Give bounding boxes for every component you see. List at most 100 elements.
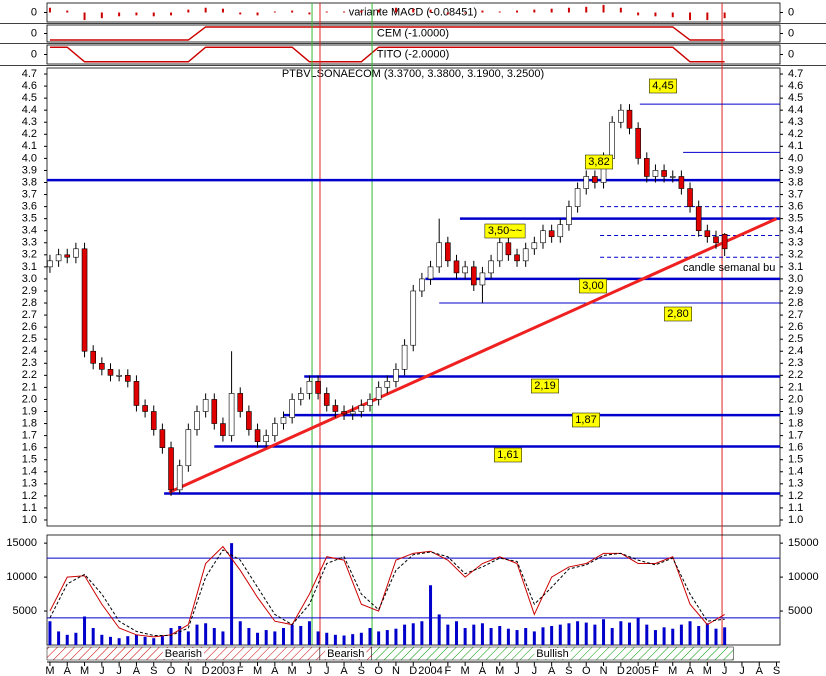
volume-bar: [256, 632, 260, 645]
volume-bar: [420, 621, 424, 645]
macd-bar: [550, 8, 553, 13]
candle-body: [367, 399, 373, 406]
x-tick-label: O: [582, 665, 591, 676]
candle-body: [358, 405, 365, 412]
candle-body: [99, 362, 105, 370]
level-label: 3,00: [582, 280, 603, 292]
indicator-label: CEM (-1.0000): [377, 27, 449, 39]
x-tick-label: F: [237, 665, 244, 676]
x-tick-label: M: [253, 665, 262, 676]
candle-body: [47, 260, 53, 268]
volume-bar: [489, 628, 493, 645]
macd-bar: [516, 10, 519, 13]
candle-body: [211, 399, 218, 424]
level-label: 1,87: [575, 414, 596, 426]
x-tick-label: J: [514, 665, 520, 676]
volume-bar: [567, 623, 571, 645]
y-tick-label-right: 0: [788, 27, 794, 39]
volume-bar: [584, 622, 588, 645]
macd-bar: [135, 12, 138, 16]
y-tick-label: 4.6: [22, 80, 37, 92]
candle-body: [522, 248, 529, 262]
macd-bar: [498, 11, 501, 13]
candle-body: [488, 260, 494, 274]
macd-bar: [83, 12, 86, 21]
x-tick-label: A: [756, 665, 764, 676]
candle-body: [427, 266, 434, 280]
volume-bar: [558, 624, 562, 645]
y-tick-label: 3.9: [22, 164, 37, 176]
x-tick-label: A: [479, 665, 487, 676]
candle-body: [678, 176, 685, 189]
y-tick-label-right: 2.7: [788, 309, 803, 321]
y-tick-label-right: 2.3: [788, 357, 803, 369]
y-tick-label: 3.7: [22, 188, 37, 200]
volume-bar: [506, 628, 510, 645]
macd-bar: [446, 12, 449, 15]
level-label-box: [572, 412, 600, 428]
candle-body: [618, 109, 624, 123]
y-tick-label-right: 3.3: [788, 237, 803, 249]
y-tick-label-right: 1.3: [788, 478, 803, 490]
candle-body: [514, 254, 520, 262]
macd-bar: [152, 12, 155, 17]
volume-bar: [212, 628, 216, 645]
volume-bar: [394, 628, 398, 645]
y-tick-label-right: 2.4: [788, 345, 803, 357]
x-tick-label: J: [307, 665, 313, 676]
y-tick-label: 2.3: [22, 357, 37, 369]
volume-bar: [723, 627, 727, 645]
macd-bar: [66, 10, 69, 13]
macd-bar: [533, 9, 536, 13]
candle-body: [436, 242, 442, 268]
x-tick-label: J: [532, 665, 538, 676]
volume-bar: [91, 628, 95, 645]
volume-bar: [178, 625, 182, 645]
volume-bar: [532, 631, 536, 645]
macd-bar: [48, 7, 51, 13]
candle-body: [574, 188, 581, 207]
level-label-box: [579, 278, 607, 294]
volume-bar: [645, 624, 649, 645]
volume-bar: [619, 621, 623, 645]
y-tick-label-right: 3.5: [788, 213, 803, 225]
candle-body: [609, 121, 615, 159]
y-tick-label-right: 3.2: [788, 249, 803, 261]
x-tick-label: J: [722, 665, 728, 676]
candle-body: [479, 272, 486, 286]
y-tick-label-right: 2.8: [788, 297, 803, 309]
x-tick-label: 2005: [626, 665, 650, 676]
volume-bar: [204, 623, 208, 645]
candle-body: [150, 411, 157, 430]
y-tick-label: 2.2: [22, 369, 37, 381]
x-tick-label: S: [773, 665, 780, 676]
macd-bar: [412, 8, 415, 13]
y-tick-label: 4.2: [22, 128, 37, 140]
x-tick-label: J: [739, 665, 745, 676]
y-tick-label-right: 4.1: [788, 140, 803, 152]
candle-body: [341, 411, 347, 415]
y-tick-label: 2.1: [22, 381, 37, 393]
volume-bar: [705, 623, 709, 645]
macd-bar: [204, 7, 207, 13]
x-tick-label: N: [392, 665, 400, 676]
candle-body: [228, 393, 235, 436]
macd-bar: [654, 12, 657, 17]
y-tick-label: 3.5: [22, 213, 37, 225]
y-tick-label: 10000: [6, 571, 37, 583]
y-tick-label-right: 15000: [788, 537, 819, 549]
y-tick-label-right: 4.2: [788, 128, 803, 140]
y-tick-label: 2.8: [22, 297, 37, 309]
y-tick-label: 3.0: [22, 273, 37, 285]
candle-body: [124, 375, 131, 382]
candle-body: [90, 350, 96, 364]
candle-body: [263, 435, 269, 442]
y-tick-label-right: 5000: [788, 605, 812, 617]
volume-bar: [671, 628, 675, 645]
x-tick-label: M: [495, 665, 504, 676]
x-tick-label: N: [600, 665, 608, 676]
y-tick-label-right: 1.9: [788, 405, 803, 417]
level-label-box: [484, 223, 526, 239]
y-tick-label-right: 1.2: [788, 490, 803, 502]
y-tick-label-right: 1.8: [788, 417, 803, 429]
